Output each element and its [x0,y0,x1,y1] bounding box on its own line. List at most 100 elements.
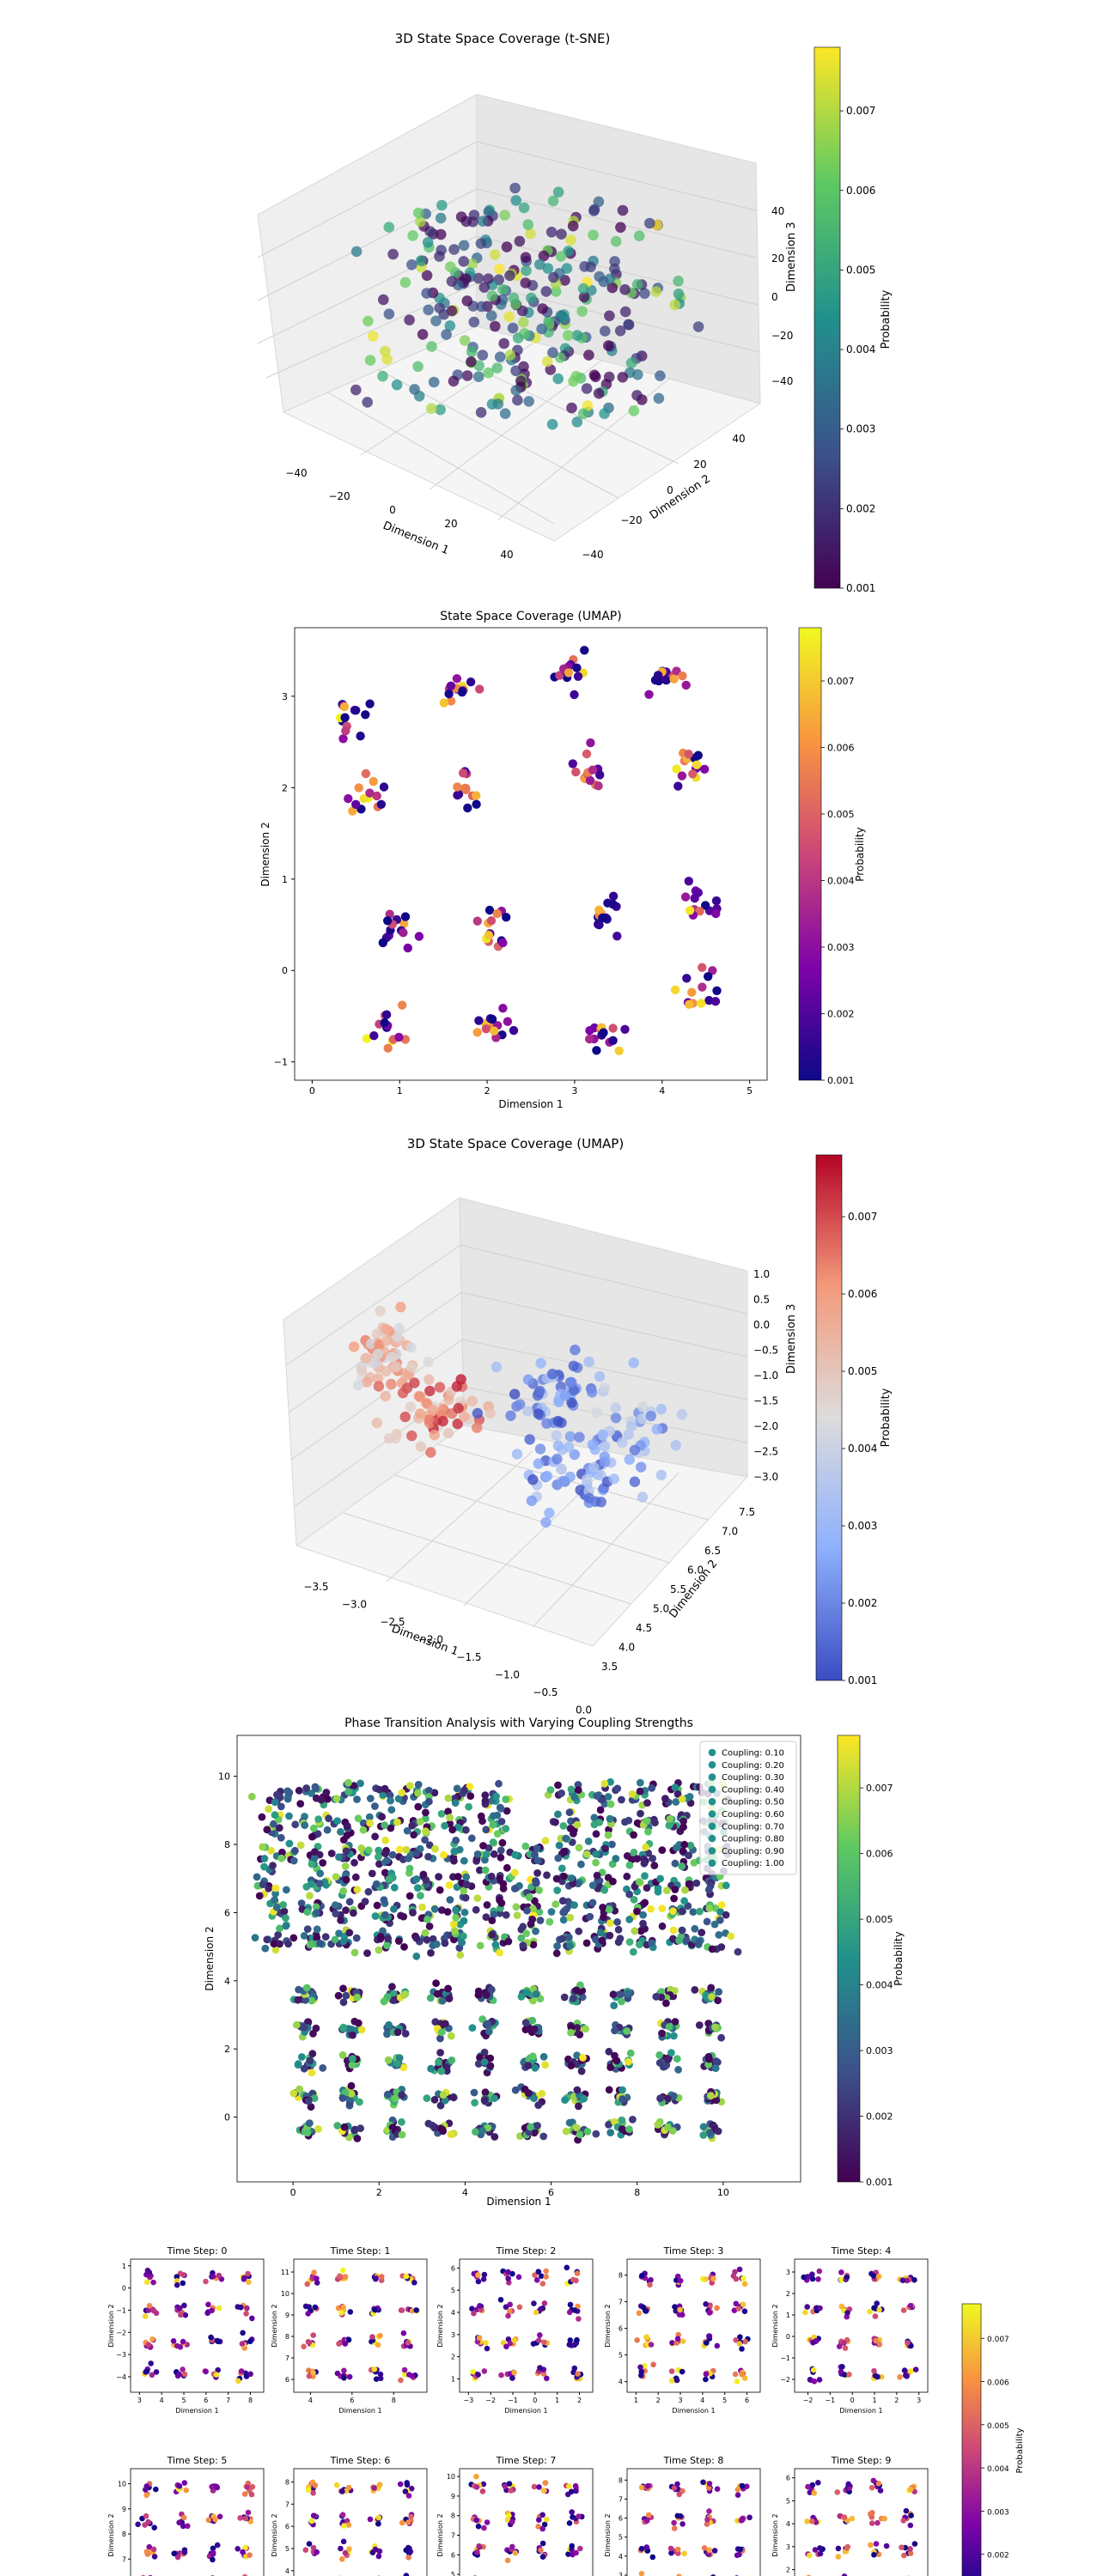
data-point [365,788,375,798]
data-point [415,255,427,266]
timestep-subplot: Time Step: 51011121314109876Dimension 1D… [107,2455,265,2576]
data-point [314,2549,320,2555]
data-point [631,279,643,290]
data-point [212,2516,218,2523]
data-point [522,1988,531,1996]
data-point [241,2275,247,2281]
data-point [509,2518,515,2525]
data-point [565,1808,574,1817]
data-point [817,2545,823,2551]
colorbar-tick-label: 0.002 [846,502,875,514]
data-point [554,1781,562,1789]
data-point [446,1814,454,1822]
data-point [606,1919,614,1928]
data-point [574,1880,582,1888]
data-point [541,2488,547,2494]
data-point [383,2030,391,2038]
data-point [570,1344,581,1356]
data-point [436,2049,444,2057]
data-point [409,1377,420,1388]
x-tick-label: 0 [290,2187,296,2198]
data-point [711,2548,718,2554]
y-tick-label: 3 [282,691,288,702]
data-point [554,1854,563,1862]
y-tick-label: 3 [786,2543,790,2551]
panel-1-title: 3D State Space Coverage (t-SNE) [395,31,611,46]
data-point [509,1025,519,1036]
data-point [676,2491,682,2498]
data-point [381,1335,393,1346]
data-point [449,2093,458,2102]
data-point [497,1804,505,1813]
data-point [150,2307,157,2314]
data-point [569,1449,580,1461]
data-point [618,2125,626,2133]
data-point [314,2125,322,2133]
data-point [559,1822,568,1830]
data-point [432,1940,441,1948]
data-point [483,1850,491,1858]
data-point [680,892,691,902]
x-tick-label: 6 [350,2397,354,2404]
data-point [644,217,655,229]
y-tick-label: 0 [224,2112,230,2123]
data-point [405,1782,414,1790]
data-point [705,2129,714,2137]
data-point [541,2339,547,2346]
data-point [817,2550,824,2557]
data-point [365,1338,377,1350]
data-point [876,2306,882,2313]
data-point [422,1827,430,1836]
data-point [606,1800,615,1808]
data-point [435,2058,442,2067]
x-tick-label: 4 [462,2187,468,2198]
data-point [356,1779,364,1788]
data-point [316,1939,324,1947]
data-point [458,256,469,267]
data-point [444,1984,452,1993]
data-point [526,292,537,304]
data-point [580,2094,588,2103]
y-tick-label: 2 [224,2044,230,2055]
panel-2-axes [294,627,768,1081]
x-tick-label: 3 [571,1085,577,1097]
data-point [474,1016,484,1025]
data-point [274,1930,283,1939]
data-point [453,1402,464,1414]
y-tick-label: 6 [451,2264,455,2272]
data-point [706,2310,713,2316]
data-point [427,2064,435,2073]
data-point [544,2375,550,2382]
data-point [399,2063,408,2072]
data-point [562,1834,570,1843]
data-point [870,2477,877,2484]
data-point [291,1820,300,1829]
data-point [285,1839,294,1848]
data-point [478,2015,486,2023]
data-point [452,1914,460,1922]
data-point [566,2520,573,2526]
data-point [630,1831,637,1839]
data-point [306,1892,314,1900]
data-point [869,2510,875,2516]
data-point [573,2051,581,2060]
panel-3-colorbar [815,1154,843,1681]
data-point [808,2518,815,2524]
data-point [473,2517,479,2524]
data-point [344,1778,352,1787]
data-point [673,2377,680,2384]
data-point [741,2281,748,2287]
data-point [658,2029,666,2038]
data-point [727,1932,735,1941]
data-point [572,2482,579,2489]
data-point [271,1890,279,1898]
data-point [261,1944,270,1953]
data-point [462,1873,471,1881]
data-point [185,2523,191,2530]
data-point [473,1850,482,1858]
data-point [577,2545,583,2552]
data-point [583,2128,592,2136]
data-point [678,671,687,681]
